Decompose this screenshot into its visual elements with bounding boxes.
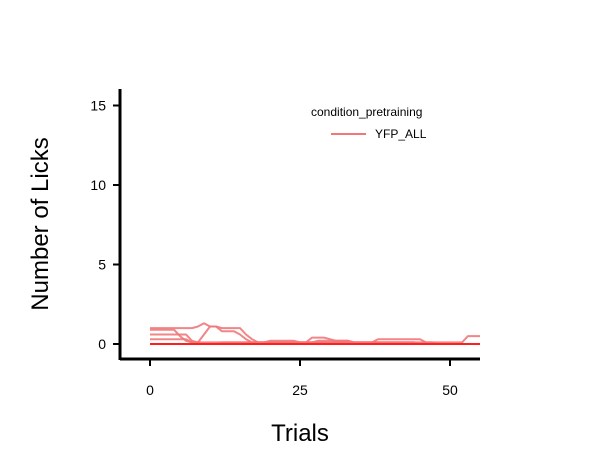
x-axis-title: Trials [271, 420, 329, 447]
x-axis-ticks: 0 25 50 [146, 359, 458, 398]
series-line-3 [150, 325, 480, 345]
series-lines [150, 322, 480, 345]
y-axis-ticks: 0 5 10 15 [90, 98, 120, 352]
x-tick-label: 0 [146, 382, 154, 398]
legend: condition_pretraining YFP_ALL [311, 105, 427, 141]
x-tick-label: 50 [442, 382, 458, 398]
y-tick-label: 5 [98, 257, 106, 273]
legend-title: condition_pretraining [311, 105, 422, 119]
legend-label-yfp-all: YFP_ALL [375, 127, 427, 141]
y-axis-title: Number of Licks [27, 137, 54, 310]
y-tick-label: 15 [90, 98, 106, 114]
x-tick-label: 25 [292, 382, 308, 398]
y-tick-label: 10 [90, 177, 106, 193]
y-tick-label: 0 [98, 336, 106, 352]
